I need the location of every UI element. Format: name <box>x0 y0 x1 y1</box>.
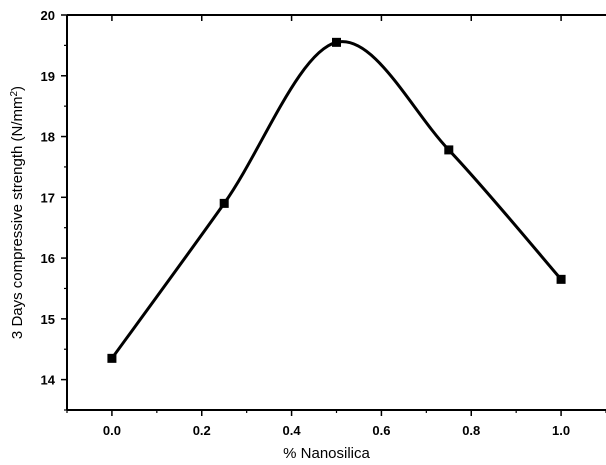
series-layer <box>107 37 566 363</box>
y-axis-title-suffix: ) <box>9 86 26 91</box>
y-tick-label: 16 <box>41 251 55 266</box>
y-axis-title-sup: 2 <box>9 90 20 96</box>
y-tick-label: 14 <box>41 373 56 388</box>
data-point-marker <box>332 37 341 47</box>
x-tick-label: 0.8 <box>462 423 480 438</box>
y-axis-title-text: 3 Days compressive strength (N/mm <box>9 96 26 339</box>
plot-frame <box>66 14 606 411</box>
x-tick-label: 0.6 <box>372 423 390 438</box>
y-tick-label: 18 <box>41 130 55 145</box>
y-tick-label: 19 <box>41 69 55 84</box>
y-tick-label: 15 <box>41 312 55 327</box>
data-point-marker <box>107 353 117 363</box>
data-point-marker <box>444 145 454 155</box>
x-tick-label: 0.0 <box>103 423 121 438</box>
y-tick-label: 20 <box>41 8 55 23</box>
x-tick-label: 0.2 <box>193 423 211 438</box>
series-line <box>110 40 563 360</box>
x-axis-title: % Nanosilica <box>283 445 370 462</box>
y-axis-title: 3 Days compressive strength (N/mm2) <box>9 86 27 339</box>
data-point-marker <box>556 274 566 284</box>
x-tick-label: 0.4 <box>283 423 302 438</box>
x-tick-label: 1.0 <box>552 423 570 438</box>
y-axis-ticks: 14 15 16 17 18 19 20 <box>41 8 67 411</box>
data-point-marker <box>219 198 229 208</box>
y-tick-label: 17 <box>41 190 55 205</box>
x-axis-ticks: 0.0 0.2 0.4 0.6 0.8 1.0 <box>66 15 606 438</box>
